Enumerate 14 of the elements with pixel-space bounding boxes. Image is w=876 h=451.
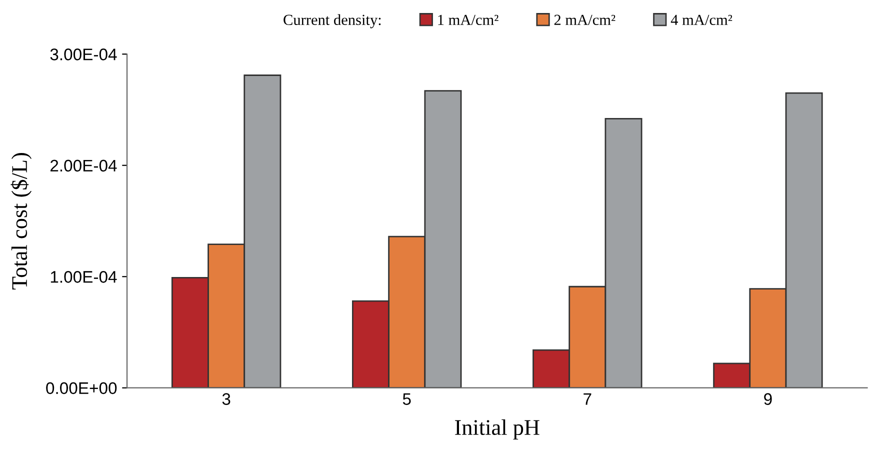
legend-label: 2 mA/cm² [554,14,616,26]
legend-label: 4 mA/cm² [670,14,732,26]
y-tick-label: 3.00E-04 [50,48,117,60]
y-axis-title: Total cost ($/L) [10,153,32,290]
x-tick-label: 7 [584,393,592,405]
x-tick-label: 3 [222,393,230,405]
x-tick-label: 9 [764,393,772,405]
legend-label: 1 mA/cm² [438,14,498,26]
y-tick-label: 0.00E+00 [46,382,117,394]
y-tick-label: 1.00E-04 [50,271,117,283]
x-tick-label: 5 [402,393,411,405]
y-tick-label: 2.00E-04 [50,160,117,172]
x-axis-title: Initial pH [455,419,540,440]
legend-title: Current density: [284,14,381,28]
